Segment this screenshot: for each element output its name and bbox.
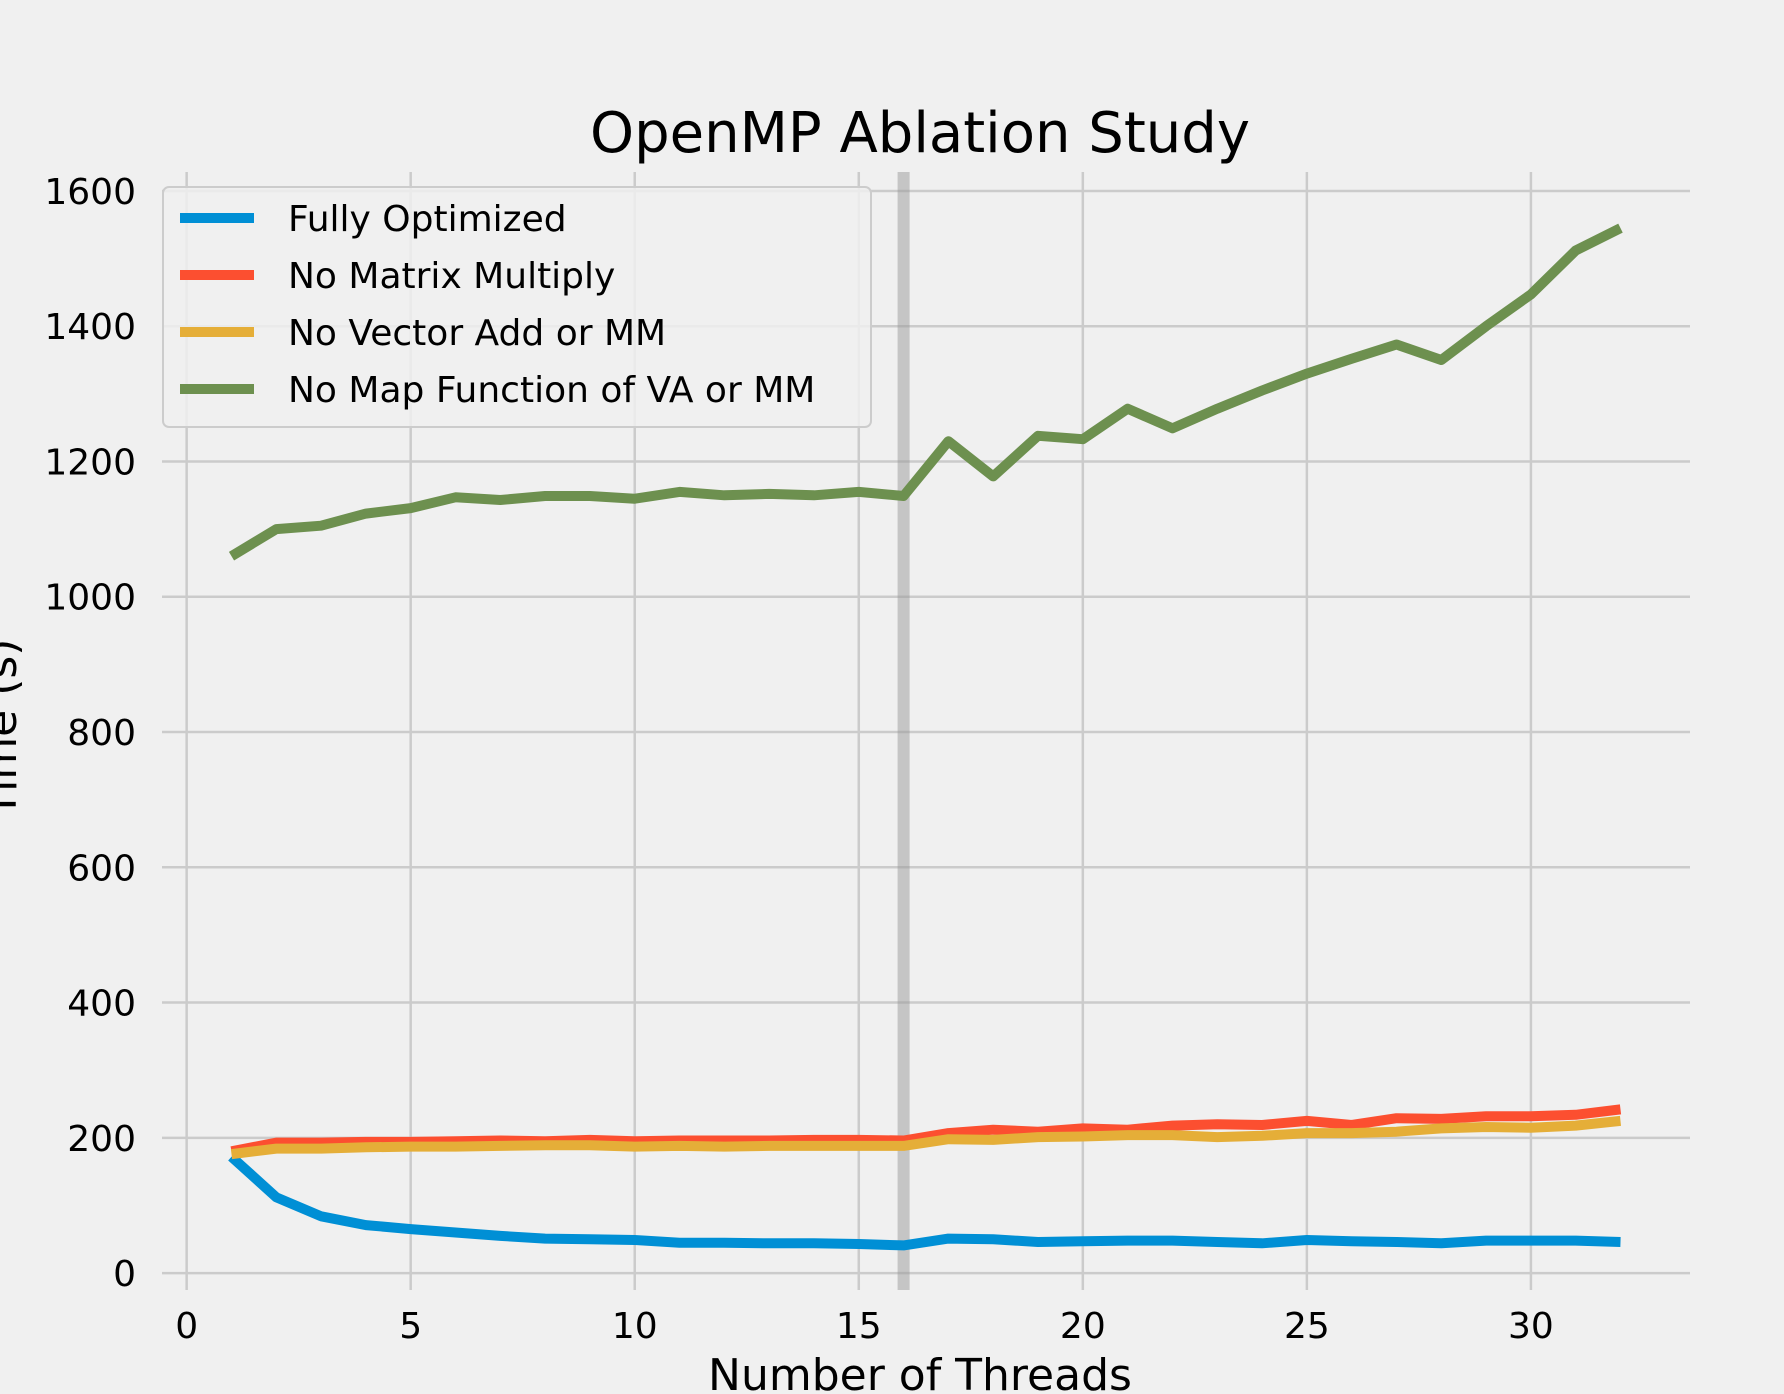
legend-box (162, 186, 872, 428)
y-tick-label: 600 (67, 848, 136, 889)
x-tick-label: 10 (612, 1306, 658, 1347)
y-tick-label: 800 (67, 713, 136, 754)
x-tick-label: 15 (836, 1306, 882, 1347)
series-lines (228, 223, 1623, 1251)
x-tick-label: 20 (1060, 1306, 1106, 1347)
series-line-3 (230, 1115, 1622, 1160)
y-axis-label: Time (s) (0, 639, 27, 819)
legend-entry-4: No Map Function of VA or MM (288, 370, 815, 411)
legend-entry-3: No Vector Add or MM (288, 313, 666, 354)
x-tick-label: 0 (175, 1306, 198, 1347)
legend: Fully Optimized No Matrix Multiply No Vect… (162, 186, 872, 428)
series-line-4 (228, 223, 1623, 561)
y-tick-label: 1000 (44, 578, 136, 619)
x-tick-label: 5 (399, 1306, 422, 1347)
y-tick-label: 1200 (44, 442, 136, 483)
y-tick-label: 1400 (44, 307, 136, 348)
legend-entry-1: Fully Optimized (288, 199, 567, 240)
y-tick-label: 200 (67, 1119, 136, 1160)
series-line-1 (228, 1153, 1621, 1251)
chart-title: OpenMP Ablation Study (590, 101, 1250, 166)
y-tick-label: 400 (67, 984, 136, 1025)
legend-entry-2: No Matrix Multiply (288, 256, 615, 297)
x-axis-label: Number of Threads (708, 1350, 1132, 1394)
y-tick-labels: 0 200 400 600 800 1000 1200 1400 1600 (44, 172, 136, 1295)
series-line-2 (230, 1104, 1622, 1157)
y-tick-label: 1600 (44, 172, 136, 213)
x-tick-label: 30 (1508, 1306, 1554, 1347)
x-tick-label: 25 (1284, 1306, 1330, 1347)
x-tick-labels: 0 5 10 15 20 25 30 (175, 1306, 1554, 1347)
y-tick-label: 0 (113, 1254, 136, 1295)
